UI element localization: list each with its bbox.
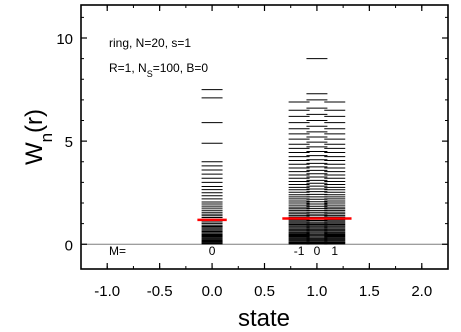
y-axis-ticks: 0 5 10 [56, 16, 448, 254]
y-axis-title: Wn(r) [21, 109, 56, 165]
x-axis-ticks: -1.0 -0.5 0.0 0.5 1.0 1.5 2.0 [80, 5, 449, 300]
x-tick-label: 0.0 [202, 283, 223, 300]
x-axis-title: state [238, 305, 290, 332]
x-tick-label: -0.5 [147, 283, 173, 300]
m-prefix-label: M= [109, 244, 126, 258]
m-label: -1 [294, 244, 305, 258]
x-tick-label: 1.0 [306, 283, 327, 300]
y-tick-label: 5 [65, 134, 73, 151]
x-tick-label: 0.5 [254, 283, 275, 300]
y-tick-label: 10 [56, 31, 73, 48]
m-labels: 0 -1 0 1 [209, 244, 339, 258]
annotation-line2: R=1, NS=100, B=0 [109, 61, 208, 79]
y-tick-label: 0 [65, 237, 73, 254]
annotation-line1: ring, N=20, s=1 [109, 36, 191, 50]
energy-levels [201, 58, 346, 245]
x-tick-label: 2.0 [411, 283, 432, 300]
mean-lines [197, 217, 352, 222]
x-tick-label: 1.5 [359, 283, 380, 300]
m-label: 1 [331, 244, 338, 258]
m-label: 0 [209, 244, 216, 258]
m-label: 0 [314, 244, 321, 258]
x-tick-label: -1.0 [94, 283, 120, 300]
